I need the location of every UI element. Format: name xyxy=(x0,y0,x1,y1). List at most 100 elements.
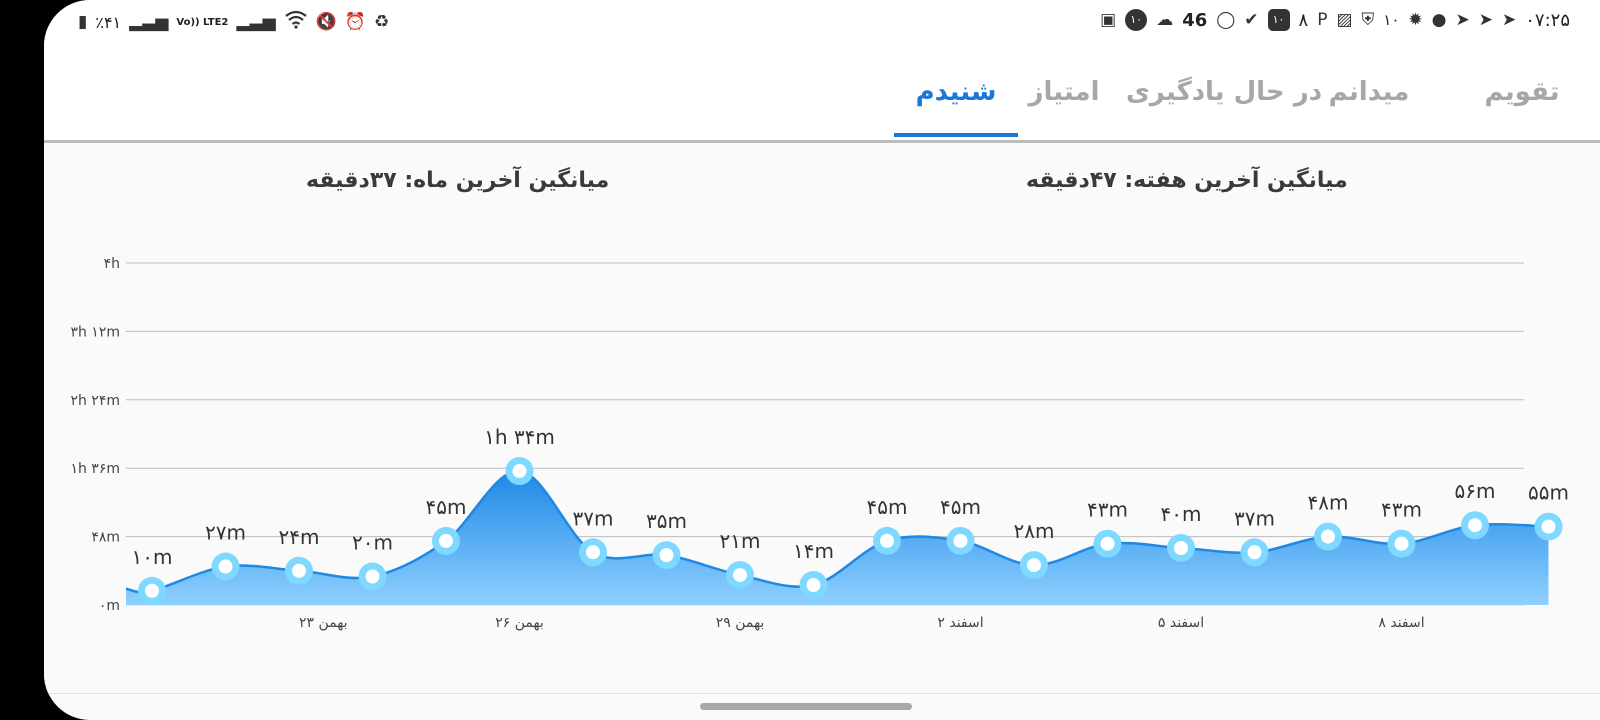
telegram-icon: ➤ xyxy=(1455,10,1470,30)
status-bar-left: ▮ ٪۴۱ ▂▃▅ Vo)) LTE2 ▂▃▅ 🔇 ⏰ ♻ xyxy=(78,9,389,35)
chart-points xyxy=(138,457,1563,605)
data-point-center xyxy=(1468,518,1482,533)
tab-score[interactable]: امتیاز xyxy=(1028,77,1100,107)
status-bar: ▮ ٪۴۱ ▂▃▅ Vo)) LTE2 ▂▃▅ 🔇 ⏰ ♻ ▣ ۱۰ ☁ 46 … xyxy=(44,0,1600,44)
badge-count: ۱۰ xyxy=(1272,13,1285,26)
data-label: ۱۴m xyxy=(793,539,834,563)
notification-count: ۸ xyxy=(1298,9,1309,31)
signal-icon: ▂▃▅ xyxy=(129,12,169,32)
shield-icon: ⛨ xyxy=(1361,10,1375,30)
battery-percentage: ٪۴۱ xyxy=(95,12,122,32)
data-point-center xyxy=(292,563,306,578)
wifi-icon xyxy=(284,9,308,35)
data-label: ۱h ۳۴m xyxy=(484,425,555,449)
data-point-center xyxy=(1394,536,1409,551)
area-fill xyxy=(126,471,1549,605)
app-icon: ✹ xyxy=(1408,10,1423,30)
cloud-icon: ☁ xyxy=(1156,10,1174,30)
listening-stats-panel: میانگین آخرین هفته: ۴۷دقیقه میانگین آخری… xyxy=(44,143,1600,695)
month-average: میانگین آخرین ماه: ۳۷دقیقه xyxy=(306,168,610,193)
badge-count: ۱۰ xyxy=(1130,13,1143,26)
data-label: ۴۸m xyxy=(1308,491,1349,515)
data-point-center xyxy=(1100,536,1115,551)
battery-icon: ▮ xyxy=(78,12,88,32)
translate-icon: ▣ xyxy=(1100,10,1117,30)
data-point-center xyxy=(806,578,821,593)
data-point-center xyxy=(512,464,527,479)
badge-icon: ۱۰ xyxy=(1267,9,1290,31)
data-point-center xyxy=(880,533,894,548)
gallery-icon: ▨ xyxy=(1336,10,1353,30)
data-label: ۳۵m xyxy=(646,509,687,533)
bottom-divider xyxy=(44,693,1600,694)
data-point-center xyxy=(659,548,674,563)
bag-icon: ● xyxy=(1431,10,1447,30)
alarm-icon: ⏰ xyxy=(344,12,366,32)
x-tick-label: ۲۹ بهمن xyxy=(716,615,765,631)
mute-icon: 🔇 xyxy=(315,12,337,32)
point-labels: ۱۰m ۲۷m ۲۴m ۲۰m ۴۵m ۱h ۳۴m ۳۷m ۳۵m ۲۱m ۱۴m ۴۵m ۴۵m ۲… xyxy=(132,425,1569,569)
data-point-center xyxy=(733,568,747,583)
data-label: ۳۷m xyxy=(1234,506,1275,530)
data-label: ۴۳m xyxy=(1087,498,1128,522)
data-point-center xyxy=(1321,529,1335,544)
telegram-icon: ➤ xyxy=(1502,10,1517,30)
clock: ۰۷:۲۵ xyxy=(1525,9,1570,31)
data-point-center xyxy=(1027,558,1041,573)
recycle-icon: ♻ xyxy=(373,12,390,32)
data-point-center xyxy=(145,583,159,598)
y-tick-label: ۲h ۲۴m xyxy=(70,393,120,409)
network-label: Vo)) LTE2 xyxy=(176,16,229,28)
data-label: ۴۵m xyxy=(940,495,981,519)
data-label: ۴۰m xyxy=(1161,502,1202,526)
home-indicator[interactable] xyxy=(700,703,912,710)
data-point-center xyxy=(586,545,600,560)
tab-known[interactable]: میدانم xyxy=(1328,77,1410,107)
data-label: ۲۱m xyxy=(720,529,761,553)
x-axis-ticks: ۲۳ بهمن ۲۶ بهمن ۲۹ بهمن ۲ اسفند ۵ اسفند ۸ اسف… xyxy=(299,615,1425,631)
status-bar-right: ▣ ۱۰ ☁ 46 ◯ ✔ ۱۰ ۸ P ▨ ⛨ ۱۰ ✹ ● ➤ ➤ ➤ ۰۷… xyxy=(1100,9,1570,31)
phone-screen: ▮ ٪۴۱ ▂▃▅ Vo)) LTE2 ▂▃▅ 🔇 ⏰ ♻ ▣ ۱۰ ☁ 46 … xyxy=(44,0,1600,720)
x-tick-label: ۵ اسفند xyxy=(1158,615,1204,631)
data-label: ۴۳m xyxy=(1381,498,1422,522)
data-label: ۴۵m xyxy=(867,495,908,519)
data-point-center xyxy=(1247,545,1262,560)
tab-learning[interactable]: در حال یادگیری xyxy=(1125,77,1323,107)
y-tick-label: ۰m xyxy=(99,598,120,614)
tab-calendar[interactable]: تقویم xyxy=(1484,77,1560,107)
badge-icon: ۱۰ xyxy=(1125,9,1148,31)
data-label: ۳۷m xyxy=(573,506,614,530)
data-label: ۴۵m xyxy=(426,495,467,519)
y-tick-label: ۱h ۳۶m xyxy=(70,461,120,477)
data-point-center xyxy=(1174,541,1188,555)
y-tick-label: ۴۸m xyxy=(91,530,120,546)
week-average: میانگین آخرین هفته: ۴۷دقیقه xyxy=(1026,168,1348,193)
active-tab-indicator xyxy=(894,133,1018,137)
temperature: 46 xyxy=(1182,9,1208,31)
whatsapp-icon: ◯ xyxy=(1216,10,1236,30)
tab-heard[interactable]: شنیدم xyxy=(915,77,997,107)
listening-time-chart: ۰m ۴۸m ۱h ۳۶m ۲h ۲۴m ۳h ۱۲m ۴h ۲۳ بهمن ۲۶ بهمن… xyxy=(70,256,1569,631)
data-label: ۲۷m xyxy=(205,521,246,545)
telegram-icon: ➤ xyxy=(1478,10,1493,30)
parking-icon: P xyxy=(1317,10,1328,30)
data-point-center xyxy=(953,533,968,548)
data-label: ۱۰m xyxy=(132,545,173,569)
data-label: ۵۵m xyxy=(1528,481,1569,505)
data-point-center xyxy=(439,533,453,548)
data-point-center xyxy=(218,559,233,574)
y-tick-label: ۳h ۱۲m xyxy=(70,324,120,340)
x-tick-label: ۲ اسفند xyxy=(937,615,983,631)
data-label: ۲۸m xyxy=(1014,519,1055,543)
data-point-center xyxy=(365,569,380,584)
notification-count: ۱۰ xyxy=(1383,11,1400,29)
check-icon: ✔ xyxy=(1244,10,1259,30)
tab-bar: تقویم میدانم در حال یادگیری امتیاز شنیدم xyxy=(44,44,1600,143)
data-label: ۲۰m xyxy=(352,531,393,555)
signal-icon: ▂▃▅ xyxy=(236,12,276,32)
data-label: ۲۴m xyxy=(279,525,320,549)
data-label: ۵۶m xyxy=(1455,479,1496,503)
y-tick-label: ۴h xyxy=(104,256,120,272)
data-point-center xyxy=(1541,519,1556,534)
x-tick-label: ۸ اسفند xyxy=(1378,615,1424,631)
